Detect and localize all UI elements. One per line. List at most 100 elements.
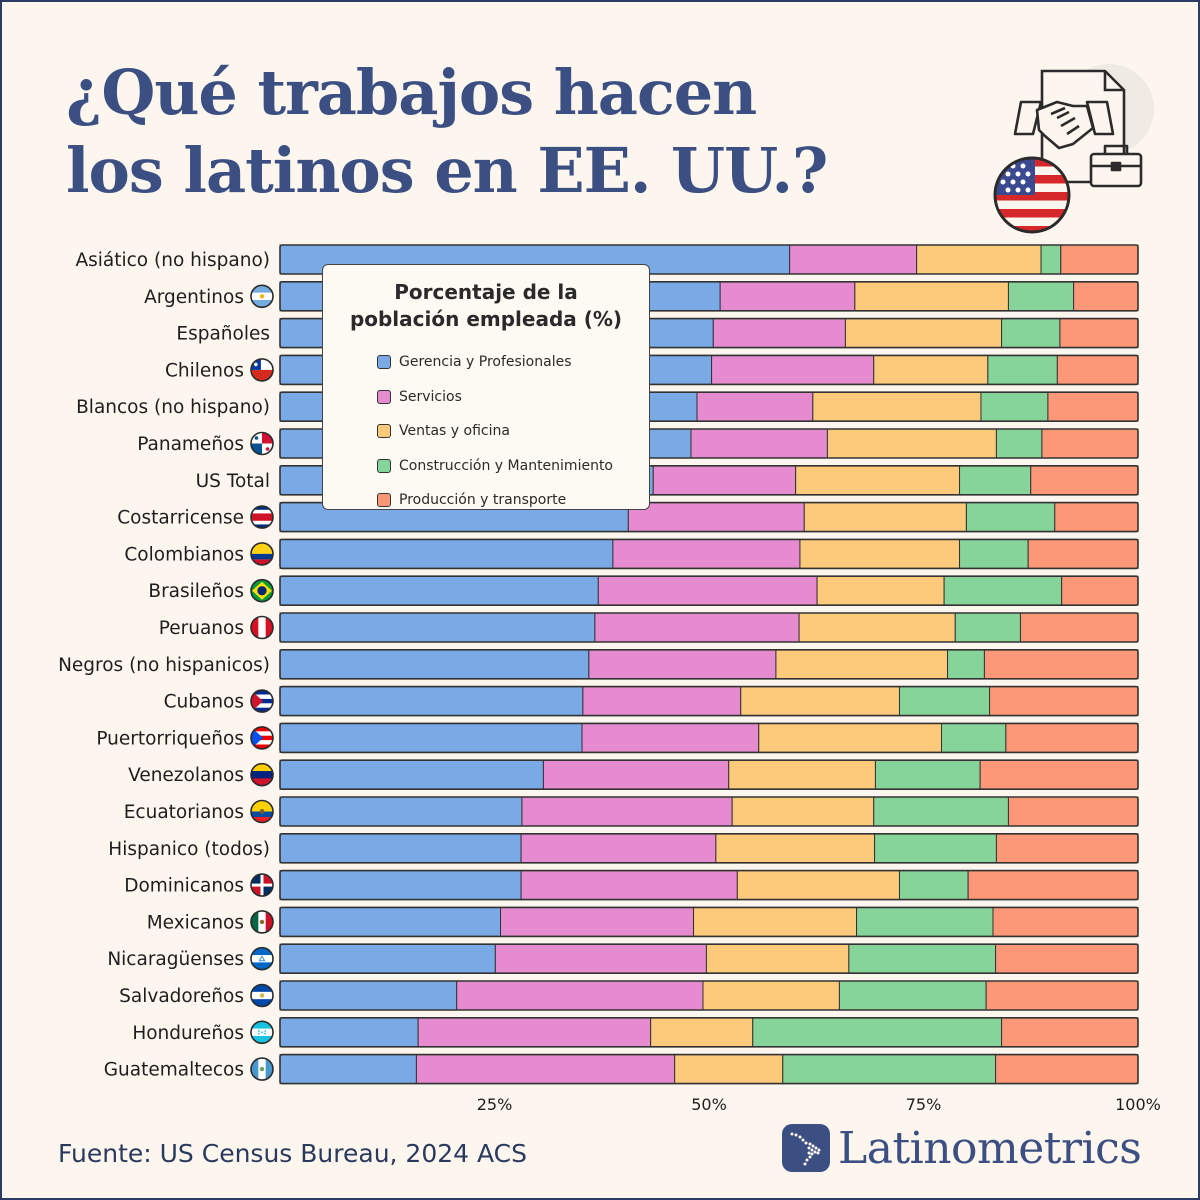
category-label: Guatemaltecos (104, 1060, 244, 1081)
bar-segment-3 (795, 465, 961, 496)
bar-segment-1 (279, 1017, 419, 1048)
bar-segment-1 (279, 833, 522, 864)
bar-outline (279, 1016, 1139, 1048)
legend-item: Servicios (377, 380, 649, 415)
category-label: Negros (no hispanicos) (58, 655, 270, 676)
panama-flag-icon (250, 431, 274, 456)
bar-segment-2 (711, 354, 875, 385)
bar-segment-4 (954, 612, 1021, 643)
bar-segment-2 (500, 906, 695, 937)
x-tick-label: 25% (477, 1095, 513, 1114)
stacked-bar-chart: Asiático (no hispano) Argentinos Españoles… (58, 244, 1161, 1114)
bar-segment-3 (715, 833, 876, 864)
bar-segment-4 (1007, 281, 1075, 312)
el-salvador-flag-icon (250, 983, 274, 1008)
bar-outline (279, 280, 1139, 312)
bar-segment-2 (521, 796, 733, 827)
bar-segment-1 (279, 906, 502, 937)
bar-segment-3 (916, 244, 1042, 275)
bar-segment-5 (1041, 428, 1139, 459)
category-label: Mexicanos (147, 912, 244, 933)
category-label: Blancos (no hispano) (76, 397, 270, 418)
bar-segment-1 (279, 759, 544, 790)
category-label: Cubanos (164, 692, 244, 713)
bar-segment-5 (995, 833, 1139, 864)
bar-row: Hondureños (132, 1016, 1139, 1048)
bar-outline (279, 464, 1139, 496)
bar-segment-3 (728, 759, 876, 790)
bar-row: Venezolanos (128, 759, 1139, 791)
bar-row: Dominicanos (124, 869, 1139, 901)
legend-label: Gerencia y Profesionales (399, 354, 572, 371)
source-note: Fuente: US Census Bureau, 2024 ACS (58, 1139, 527, 1168)
title-line-1: ¿Qué trabajos hacen (66, 56, 757, 129)
bar-outline (279, 428, 1139, 459)
bar-segment-2 (582, 686, 742, 717)
bar-segment-1 (279, 1054, 417, 1085)
bar-segment-4 (965, 502, 1056, 533)
bar-segment-3 (798, 612, 956, 643)
brand-name: Latinometrics (838, 1122, 1142, 1174)
bar-row: Mexicanos (147, 906, 1139, 938)
bar-segment-4 (959, 465, 1032, 496)
bar-segment-5 (967, 870, 1139, 901)
bar-segment-4 (980, 391, 1049, 422)
bar-segment-2 (696, 391, 814, 422)
bar-segment-5 (995, 1054, 1139, 1085)
x-tick-label: 75% (906, 1095, 942, 1114)
category-label: Hispanico (todos) (108, 839, 270, 860)
bar-segment-4 (874, 759, 981, 790)
category-label: Nicaragüenses (107, 949, 244, 970)
bar-segment-2 (712, 318, 846, 349)
legend-label: Ventas y oficina (399, 423, 510, 440)
bar-segment-2 (612, 538, 801, 569)
bar-segment-4 (873, 796, 1009, 827)
bar-segment-3 (740, 686, 900, 717)
bar-outline (279, 317, 1139, 349)
brand-logo: Latinometrics (782, 1118, 1142, 1178)
bar-segment-4 (959, 538, 1029, 569)
bar-segment-5 (983, 649, 1139, 680)
category-label: Salvadoreños (119, 986, 244, 1007)
bar-row: Nicaragüenses (107, 943, 1139, 975)
bar-segment-2 (627, 502, 805, 533)
bar-segment-4 (941, 722, 1007, 753)
category-label: US Total (196, 471, 270, 492)
bar-segment-5 (1059, 318, 1139, 349)
mexico-flag-icon (250, 910, 274, 934)
bar-segment-4 (987, 354, 1058, 385)
honduras-flag-icon (250, 1020, 274, 1045)
ecuador-flag-icon (250, 799, 274, 824)
bar-outline (279, 980, 1139, 1011)
guatemala-flag-icon (250, 1057, 274, 1081)
legend-label: Producción y transporte (399, 492, 567, 509)
bar-row: Negros (no hispanicos) (58, 648, 1139, 680)
bar-segment-2 (789, 244, 918, 275)
cuba-flag-icon (250, 689, 274, 713)
latin-america-map-icon (782, 1124, 830, 1172)
bar-segment-2 (520, 870, 738, 901)
bar-row: Hispanico (todos) (108, 832, 1139, 864)
bar-outline (279, 906, 1139, 938)
bar-segment-5 (1056, 354, 1139, 385)
bar-segment-3 (705, 943, 850, 974)
legend-swatch (377, 493, 391, 508)
category-label: Ecuatorianos (124, 802, 244, 823)
bar-segment-5 (1005, 722, 1139, 753)
bar-segment-2 (542, 759, 730, 790)
legend-swatch (377, 389, 391, 404)
brazil-flag-icon (250, 578, 274, 603)
bar-outline (279, 869, 1139, 901)
bar-segment-3 (736, 870, 900, 901)
bar-row: Brasileños (148, 575, 1139, 607)
bar-segment-3 (844, 318, 1003, 349)
bar-segment-2 (690, 428, 828, 459)
bar-segment-5 (1054, 502, 1139, 533)
bar-row: Panameños (137, 428, 1139, 459)
bar-segment-4 (838, 980, 987, 1011)
bar-segment-2 (494, 943, 707, 974)
bar-segment-4 (848, 943, 997, 974)
bar-segment-4 (943, 575, 1063, 606)
bar-outline (279, 722, 1139, 754)
bar-segment-1 (279, 575, 599, 606)
